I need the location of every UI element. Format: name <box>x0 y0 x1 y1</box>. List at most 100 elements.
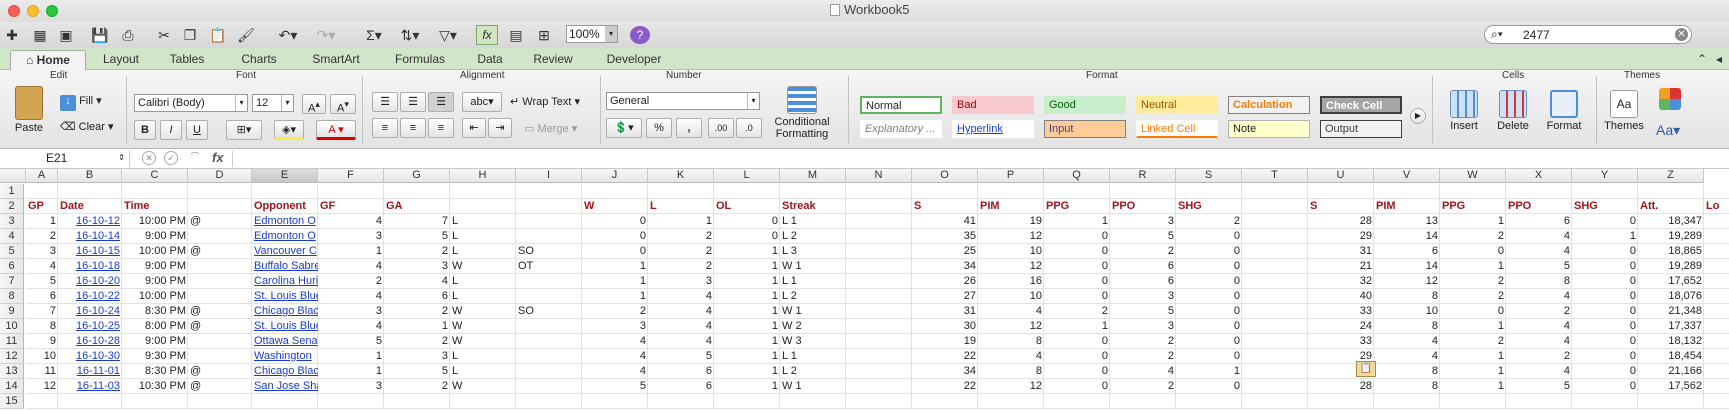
table-cell[interactable]: @ <box>190 365 202 377</box>
header-cell[interactable]: GP <box>28 200 44 212</box>
table-cell[interactable]: 0 <box>1629 350 1636 362</box>
table-cell[interactable]: 0 <box>1497 245 1504 257</box>
table-cell[interactable]: 3 <box>1167 290 1174 302</box>
ribbon-options-icon[interactable]: ◂ <box>1715 52 1723 66</box>
table-cell[interactable]: 4 <box>1563 245 1570 257</box>
table-cell[interactable]: 29 <box>1359 350 1372 362</box>
table-cell[interactable]: SO <box>518 245 534 257</box>
table-cell[interactable]: 0 <box>1629 245 1636 257</box>
table-cell[interactable]: Edmonton O <box>254 230 316 242</box>
header-cell[interactable]: Date <box>60 200 84 212</box>
table-cell[interactable]: 35 <box>963 230 976 242</box>
table-cell[interactable]: 1 <box>771 380 778 392</box>
table-cell[interactable]: 0 <box>1101 335 1108 347</box>
table-cell[interactable]: 22 <box>963 380 976 392</box>
table-cell[interactable]: 14 <box>1425 260 1438 272</box>
table-cell[interactable]: 8 <box>49 320 56 332</box>
increase-decimal-button[interactable]: .00 <box>708 118 734 138</box>
font-color-button[interactable]: A ▾ <box>316 120 356 140</box>
table-cell[interactable]: 31 <box>963 305 976 317</box>
table-cell[interactable]: San Jose Sha <box>254 380 318 392</box>
table-cell[interactable]: 8 <box>1035 335 1042 347</box>
table-cell[interactable]: 4 <box>375 260 382 272</box>
table-cell[interactable]: 3 <box>1167 320 1174 332</box>
cell-style-normal[interactable]: Normal <box>860 96 942 114</box>
table-cell[interactable]: 14 <box>1425 230 1438 242</box>
table-cell[interactable]: 1 <box>771 260 778 272</box>
table-cell[interactable]: Vancouver C <box>254 245 317 257</box>
table-cell[interactable]: 6 <box>1167 275 1174 287</box>
table-cell[interactable]: 16-10-14 <box>75 230 120 242</box>
align-right-button[interactable]: ≡ <box>428 118 454 138</box>
font-size-select[interactable]: 12 ▾ <box>252 94 294 112</box>
accounting-format-button[interactable]: 💲▾ <box>606 118 642 138</box>
themes-button[interactable]: Aa Themes <box>1600 90 1648 132</box>
table-cell[interactable]: 17,562 <box>1668 380 1702 392</box>
table-cell[interactable]: 40 <box>1359 290 1372 302</box>
column-header-y[interactable]: Y <box>1572 169 1638 183</box>
row-header-7[interactable]: 7 <box>0 274 24 289</box>
table-cell[interactable]: 5 <box>705 350 712 362</box>
table-cell[interactable]: 3 <box>441 260 448 272</box>
table-cell[interactable]: L 1 <box>782 275 797 287</box>
header-cell[interactable]: OL <box>716 200 732 212</box>
table-cell[interactable]: 0 <box>1629 275 1636 287</box>
table-cell[interactable]: 2 <box>441 245 448 257</box>
column-header-k[interactable]: K <box>648 169 714 183</box>
table-cell[interactable]: 1 <box>1101 320 1108 332</box>
table-cell[interactable]: 2 <box>1167 245 1174 257</box>
formula-input[interactable] <box>232 151 1712 167</box>
column-header-u[interactable]: U <box>1308 169 1374 183</box>
table-cell[interactable]: 2 <box>1497 275 1504 287</box>
fill-color-button[interactable]: ◈▾ <box>274 120 304 140</box>
table-cell[interactable]: 4 <box>375 320 382 332</box>
column-header-g[interactable]: G <box>384 169 450 183</box>
tab-developer[interactable]: Developer <box>596 50 672 70</box>
row-header-2[interactable]: 2 <box>0 199 24 214</box>
table-cell[interactable]: 4 <box>1563 335 1570 347</box>
zoom-select[interactable]: 100% ▾ <box>566 25 618 43</box>
table-cell[interactable]: 6 <box>1563 215 1570 227</box>
table-cell[interactable]: 10 <box>43 350 56 362</box>
table-cell[interactable]: 0 <box>1233 320 1240 332</box>
table-cell[interactable]: 4 <box>705 305 712 317</box>
cell-style-calculation[interactable]: Calculation <box>1228 96 1310 114</box>
cell-style-input[interactable]: Input <box>1044 120 1126 138</box>
table-cell[interactable]: Washington <box>254 350 312 362</box>
column-header-x[interactable]: X <box>1506 169 1572 183</box>
shrink-font-button[interactable]: A▾ <box>330 94 356 115</box>
cell-style-explanatory[interactable]: Explanatory ... <box>860 120 942 138</box>
table-cell[interactable]: 9 <box>49 335 56 347</box>
row-header-6[interactable]: 6 <box>0 259 24 274</box>
table-cell[interactable]: 0 <box>1233 350 1240 362</box>
row-header-4[interactable]: 4 <box>0 229 24 244</box>
align-center-button[interactable]: ≡ <box>400 118 426 138</box>
cancel-formula-icon[interactable]: ✕ <box>142 151 156 165</box>
header-cell[interactable]: PPG <box>1046 200 1070 212</box>
copy-icon[interactable]: ❐ <box>183 27 197 43</box>
table-cell[interactable]: 19 <box>1029 215 1042 227</box>
column-header-f[interactable]: F <box>318 169 384 183</box>
template-icon[interactable]: ▦ <box>33 27 47 43</box>
table-cell[interactable]: 16-10-18 <box>75 260 120 272</box>
table-cell[interactable]: 11 <box>44 365 56 377</box>
row-header-14[interactable]: 14 <box>0 379 24 394</box>
table-cell[interactable]: 1 <box>375 350 382 362</box>
cell-style-note[interactable]: Note <box>1228 120 1310 138</box>
table-cell[interactable]: L 2 <box>782 365 797 377</box>
table-cell[interactable]: 2 <box>1563 305 1570 317</box>
table-cell[interactable]: W <box>452 320 463 332</box>
table-cell[interactable]: 5 <box>441 365 448 377</box>
table-cell[interactable]: 2 <box>1167 335 1174 347</box>
zoom-dropdown-arrow[interactable]: ▾ <box>605 26 617 42</box>
table-cell[interactable]: 0 <box>1101 290 1108 302</box>
cell-style-output[interactable]: Output <box>1320 120 1402 138</box>
table-cell[interactable]: 3 <box>639 320 646 332</box>
styles-next-button[interactable]: ▶ <box>1410 108 1426 124</box>
table-cell[interactable]: 25 <box>963 245 976 257</box>
table-cell[interactable]: 18,865 <box>1668 245 1702 257</box>
header-cell[interactable]: PPG <box>1442 200 1466 212</box>
increase-indent-button[interactable]: ⇥ <box>488 118 512 138</box>
cell-style-good[interactable]: Good <box>1044 96 1126 114</box>
table-cell[interactable]: 1 <box>771 350 778 362</box>
